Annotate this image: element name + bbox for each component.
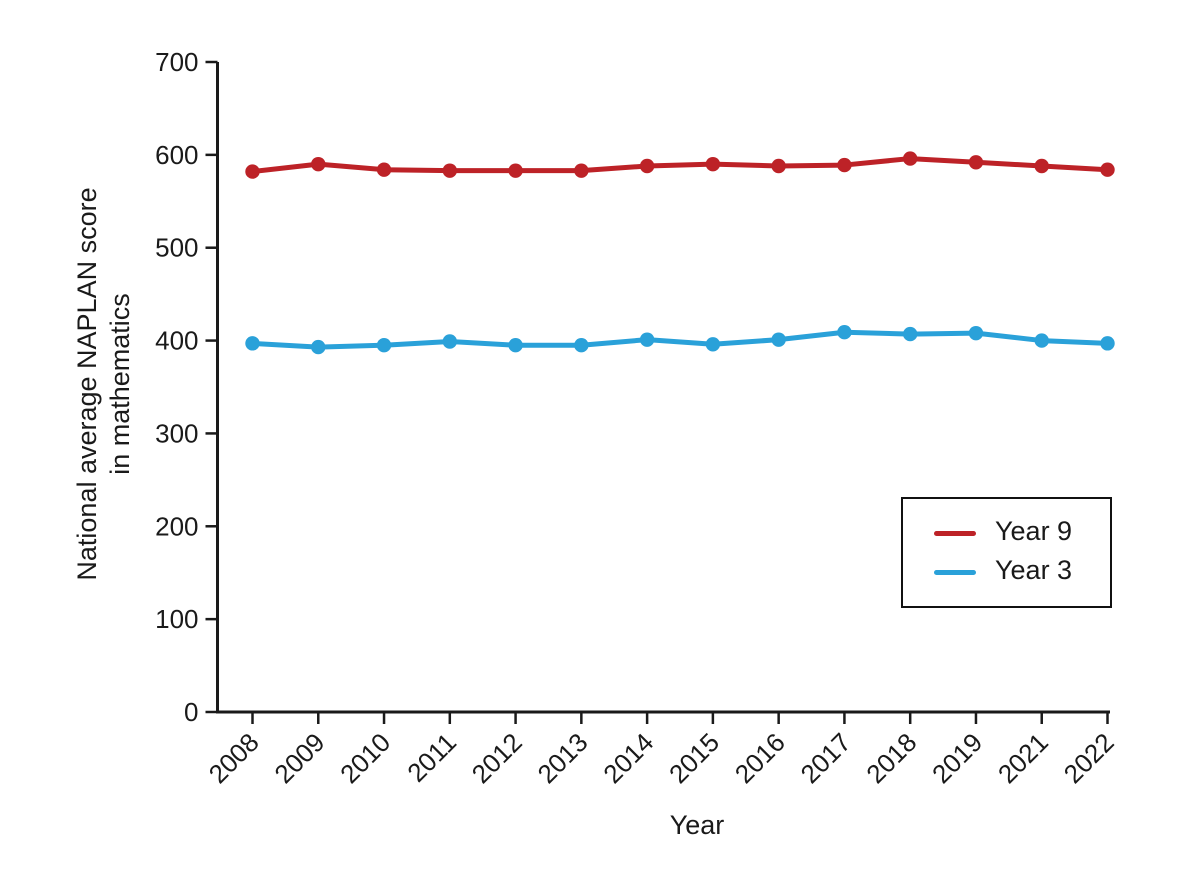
- y-axis-tick-label: 200: [155, 511, 198, 541]
- legend-entry-year3: Year 3: [934, 557, 1110, 587]
- x-axis-tick-label: 2008: [203, 727, 265, 789]
- year9-line-swatch: [934, 530, 976, 536]
- data-point-year3-2015: [705, 337, 721, 352]
- data-point-year9-2010: [376, 162, 392, 177]
- legend-label-year3: Year 3: [995, 555, 1073, 585]
- data-point-year9-2011: [442, 163, 458, 178]
- legend-entry-year9: Year 9: [934, 518, 1110, 548]
- x-axis-tick-label: 2021: [992, 727, 1054, 789]
- legend-label-year9: Year 9: [995, 516, 1073, 546]
- data-point-year3-2022: [1100, 336, 1115, 351]
- series-line-year9: [250, 156, 1110, 175]
- data-point-year3-2019: [968, 325, 984, 341]
- x-axis-tick-label: 2010: [334, 727, 396, 789]
- x-axis-tick-label: 2017: [795, 727, 857, 789]
- data-point-year9-2017: [837, 157, 852, 173]
- data-point-year9-2014: [639, 158, 655, 174]
- x-axis-tick-label: 2012: [466, 727, 528, 789]
- year3-line-swatch: [934, 569, 976, 575]
- y-axis-tick-label: 0: [184, 697, 198, 727]
- x-axis-tick-label: 2015: [663, 727, 725, 789]
- data-point-year3-2009: [311, 339, 326, 355]
- data-point-year9-2015: [705, 156, 721, 172]
- x-axis-tick-label: 2018: [860, 727, 922, 789]
- data-point-year3-2010: [376, 338, 392, 353]
- data-point-year9-2008: [245, 164, 260, 179]
- x-axis-tick-label: 2011: [401, 727, 462, 788]
- data-point-year3-2017: [837, 325, 852, 340]
- y-axis-tick-label: 500: [155, 233, 198, 263]
- y-axis-tick-label: 700: [155, 47, 198, 77]
- data-point-year9-2021: [1034, 158, 1049, 174]
- data-point-year9-2016: [771, 158, 786, 174]
- y-axis-tick-label: 600: [155, 140, 198, 170]
- x-axis-tick-label: 2019: [926, 727, 988, 789]
- y-axis-tick-label: 300: [155, 418, 198, 448]
- data-point-year3-2008: [245, 336, 260, 351]
- x-axis-tick-label: 2016: [729, 727, 791, 789]
- data-point-year9-2018: [902, 151, 918, 166]
- y-axis-tick-label: 400: [155, 326, 198, 356]
- data-point-year3-2016: [771, 332, 786, 347]
- data-point-year3-2014: [639, 332, 655, 347]
- y-axis-tick-label: 100: [155, 604, 198, 634]
- y-axis-title-line1: National average NAPLAN score: [72, 187, 103, 581]
- data-point-year9-2012: [508, 163, 523, 178]
- data-point-year3-2012: [508, 338, 523, 353]
- series-line-year3: [250, 329, 1110, 350]
- data-point-year3-2018: [902, 326, 918, 342]
- data-point-year9-2013: [574, 163, 589, 178]
- data-point-year9-2009: [311, 156, 326, 172]
- data-point-year9-2019: [968, 155, 984, 170]
- data-point-year3-2013: [574, 338, 589, 353]
- x-axis-tick-label: 2014: [597, 727, 659, 789]
- x-axis-tick-label: 2022: [1058, 727, 1120, 789]
- data-point-year3-2021: [1034, 333, 1049, 348]
- data-point-year3-2011: [442, 334, 458, 349]
- y-axis-title-line2: in mathematics: [105, 293, 135, 475]
- x-axis-tick-label: 2009: [268, 727, 330, 789]
- legend-box: Year 9 Year 3: [901, 497, 1112, 608]
- y-axis-title-text: National average NAPLAN score in mathema…: [71, 187, 137, 580]
- data-point-year9-2022: [1100, 162, 1115, 177]
- x-axis-title: Year: [669, 810, 725, 840]
- x-axis-tick-label: 2013: [531, 727, 593, 789]
